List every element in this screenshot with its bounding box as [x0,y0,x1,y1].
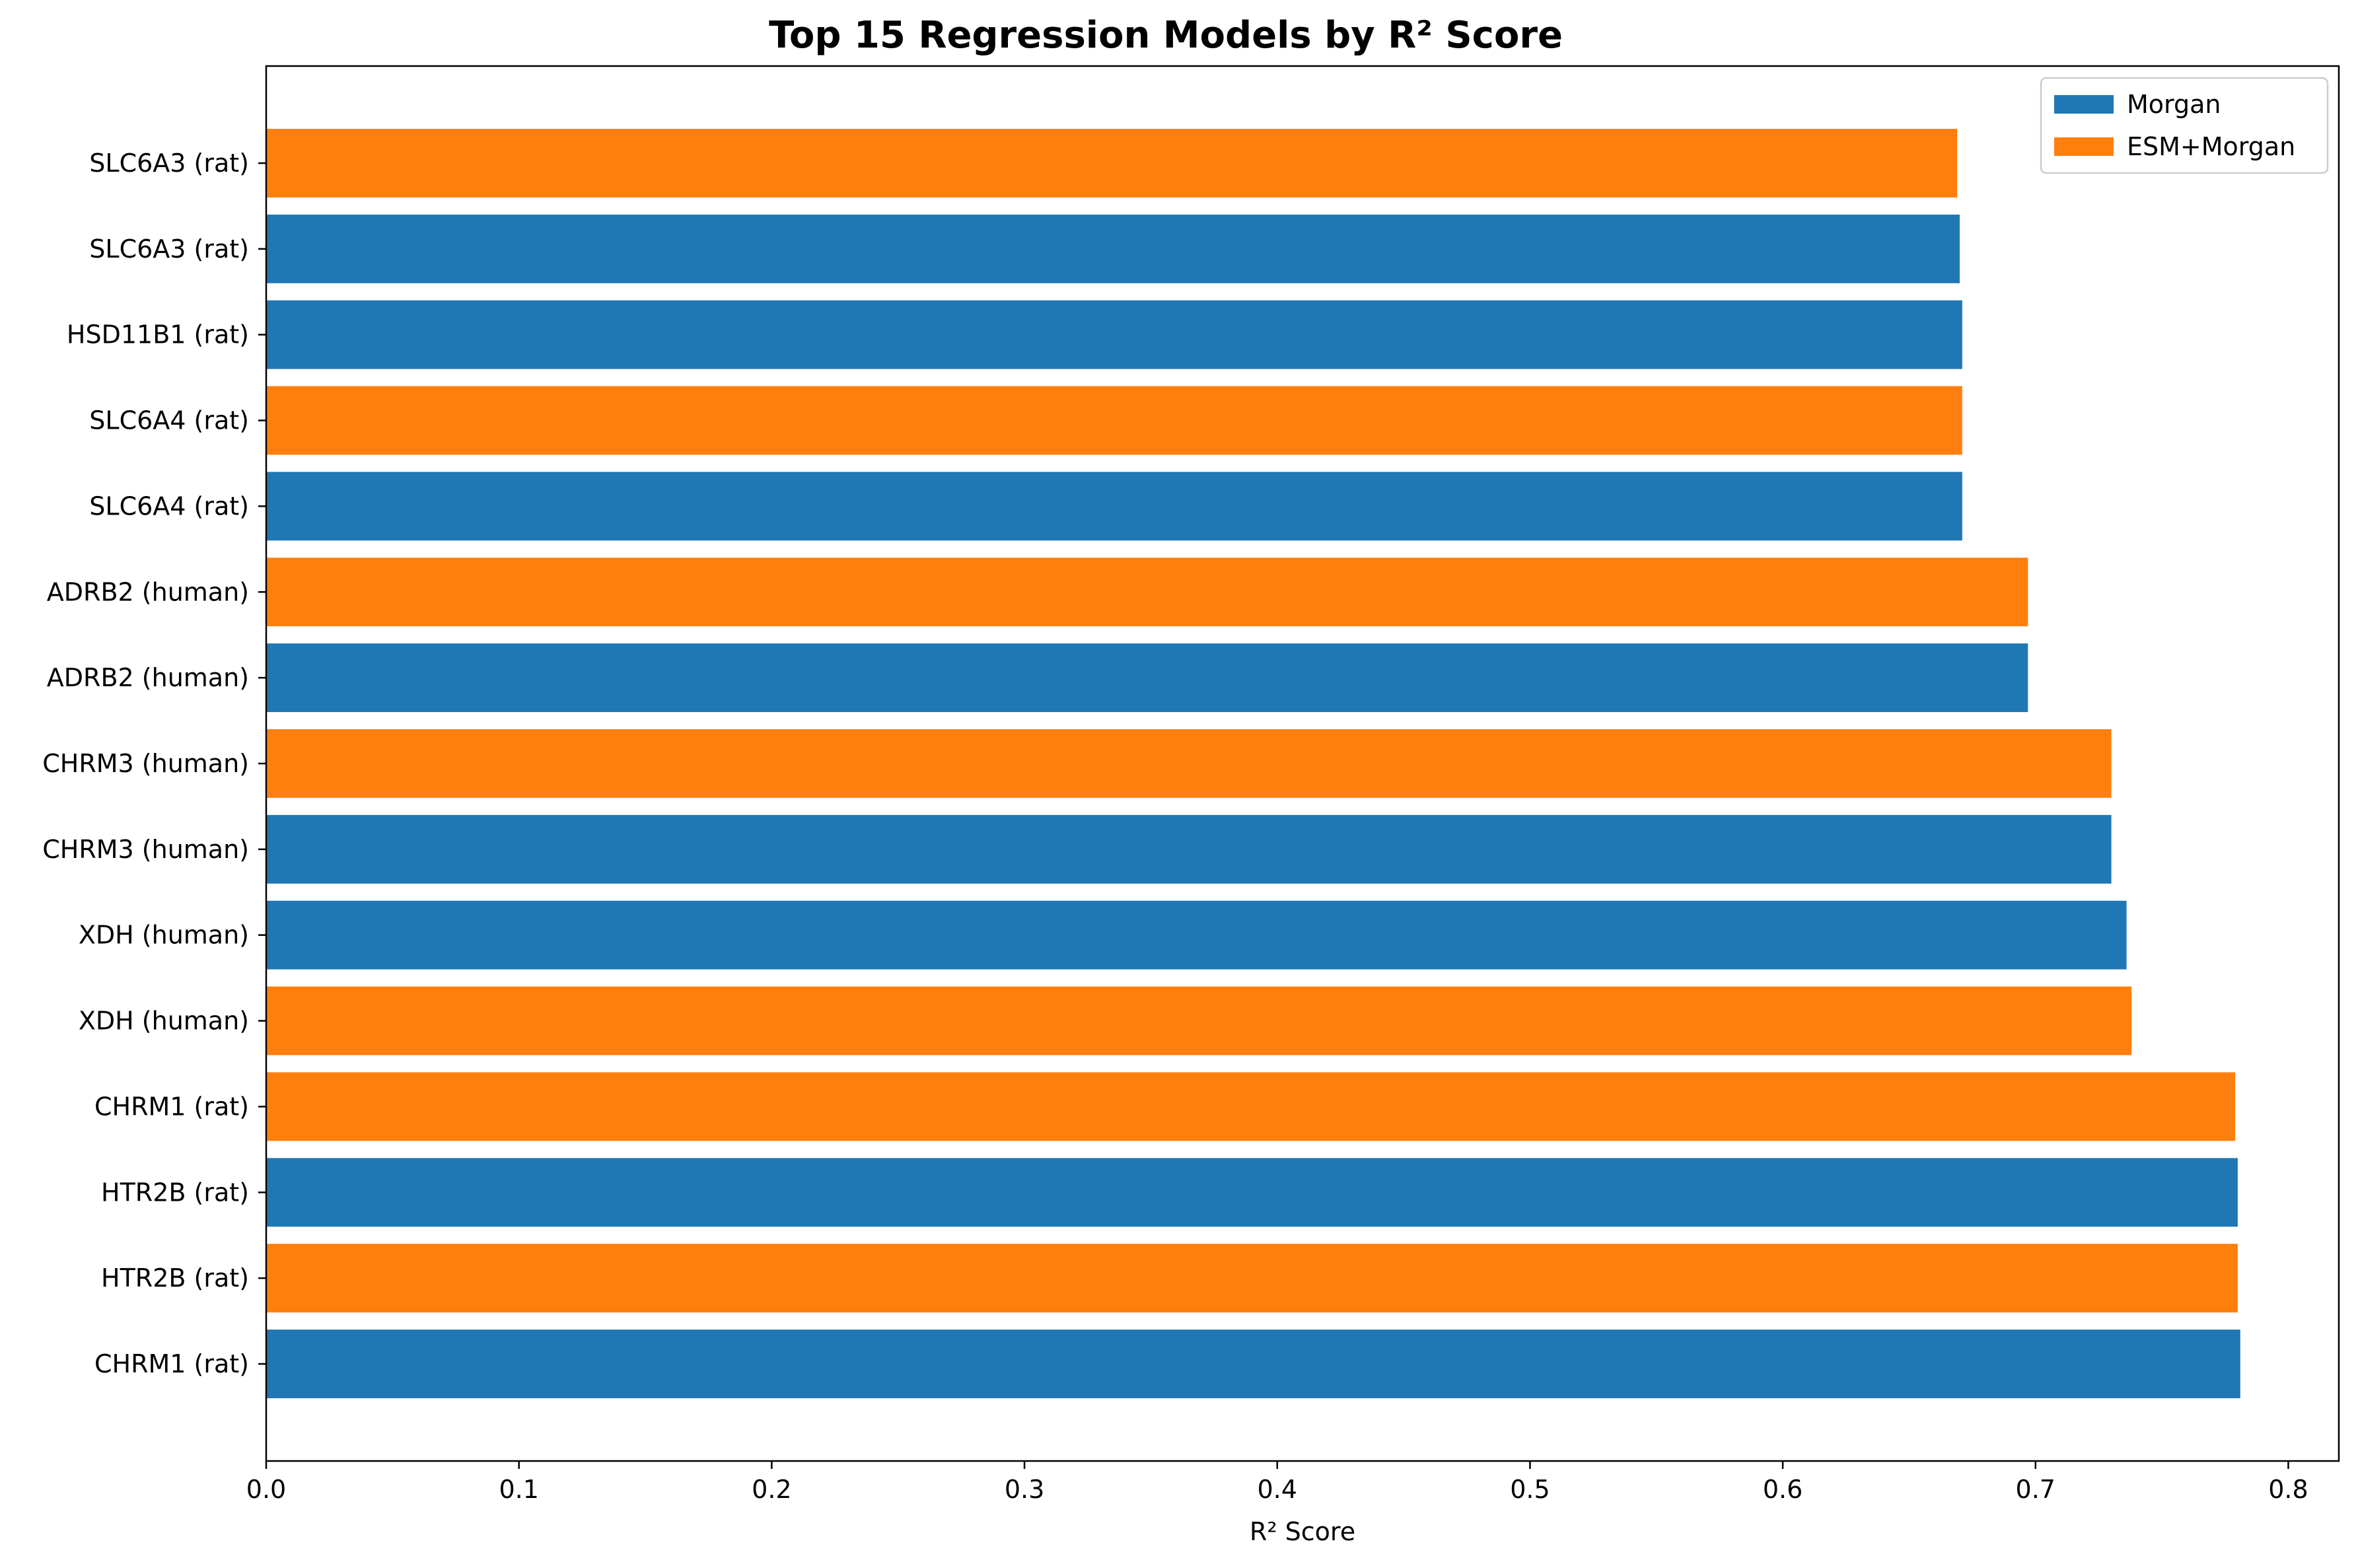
bar-10 [266,557,2028,627]
legend: Morgan ESM+Morgan [2040,77,2329,174]
bar-13 [266,300,1962,369]
x-tick-label: 0.3 [1005,1475,1044,1504]
bar-9 [266,643,2028,713]
bar-3 [266,1158,2238,1227]
bar-7 [266,814,2112,884]
x-axis-label: R² Score [1250,1517,1355,1546]
bar-12 [266,386,1962,455]
legend-swatch [2054,137,2114,156]
y-tick-label: HTR2B (rat) [101,1264,249,1293]
bar-14 [266,214,1960,283]
x-tick-label: 0.6 [1763,1475,1803,1504]
y-tick-label: CHRM1 (rat) [94,1349,249,1378]
legend-label: ESM+Morgan [2127,132,2295,161]
y-tick-label: SLC6A3 (rat) [89,234,249,264]
y-tick-label: XDH (human) [79,921,249,950]
x-tick-label: 0.4 [1258,1475,1297,1504]
chart-title: Top 15 Regression Models by R² Score [769,14,1563,57]
y-tick-label: ADRB2 (human) [47,663,249,692]
y-tick-label: SLC6A4 (rat) [89,406,249,435]
bar-5 [266,986,2132,1055]
y-tick-labels: CHRM1 (rat) HTR2B (rat) HTR2B (rat) CHRM1 (… [42,149,266,1378]
x-tick-label: 0.1 [499,1475,538,1504]
x-tick-label: 0.5 [1510,1475,1550,1504]
bar-6 [266,900,2127,970]
bar-11 [266,472,1962,541]
legend-swatch [2054,95,2114,114]
legend-label: Morgan [2127,90,2221,119]
y-tick-label: CHRM3 (human) [42,749,249,778]
x-tick-label: 0.0 [246,1475,286,1504]
bar-8 [266,729,2112,798]
x-tick-label: 0.8 [2268,1475,2308,1504]
bar-4 [266,1072,2236,1141]
y-tick-label: XDH (human) [79,1007,249,1036]
y-tick-label: SLC6A4 (rat) [89,491,249,520]
y-tick-label: SLC6A3 (rat) [89,149,249,178]
plot-frame [265,65,2340,1462]
x-tick-labels: 0.0 0.1 0.2 0.3 0.4 0.5 0.6 0.7 0.8 [246,1461,2308,1504]
y-tick-label: HSD11B1 (rat) [67,320,249,349]
y-tick-label: CHRM3 (human) [42,835,249,864]
bar-1 [266,1330,2240,1398]
bar-2 [266,1244,2238,1313]
x-tick-label: 0.2 [752,1475,791,1504]
y-tick-label: ADRB2 (human) [47,577,249,606]
y-tick-label: CHRM1 (rat) [94,1092,249,1121]
bar-15 [266,129,1958,197]
y-tick-label: HTR2B (rat) [101,1178,249,1207]
x-tick-label: 0.7 [2016,1475,2055,1504]
bars-layer [266,129,2240,1398]
